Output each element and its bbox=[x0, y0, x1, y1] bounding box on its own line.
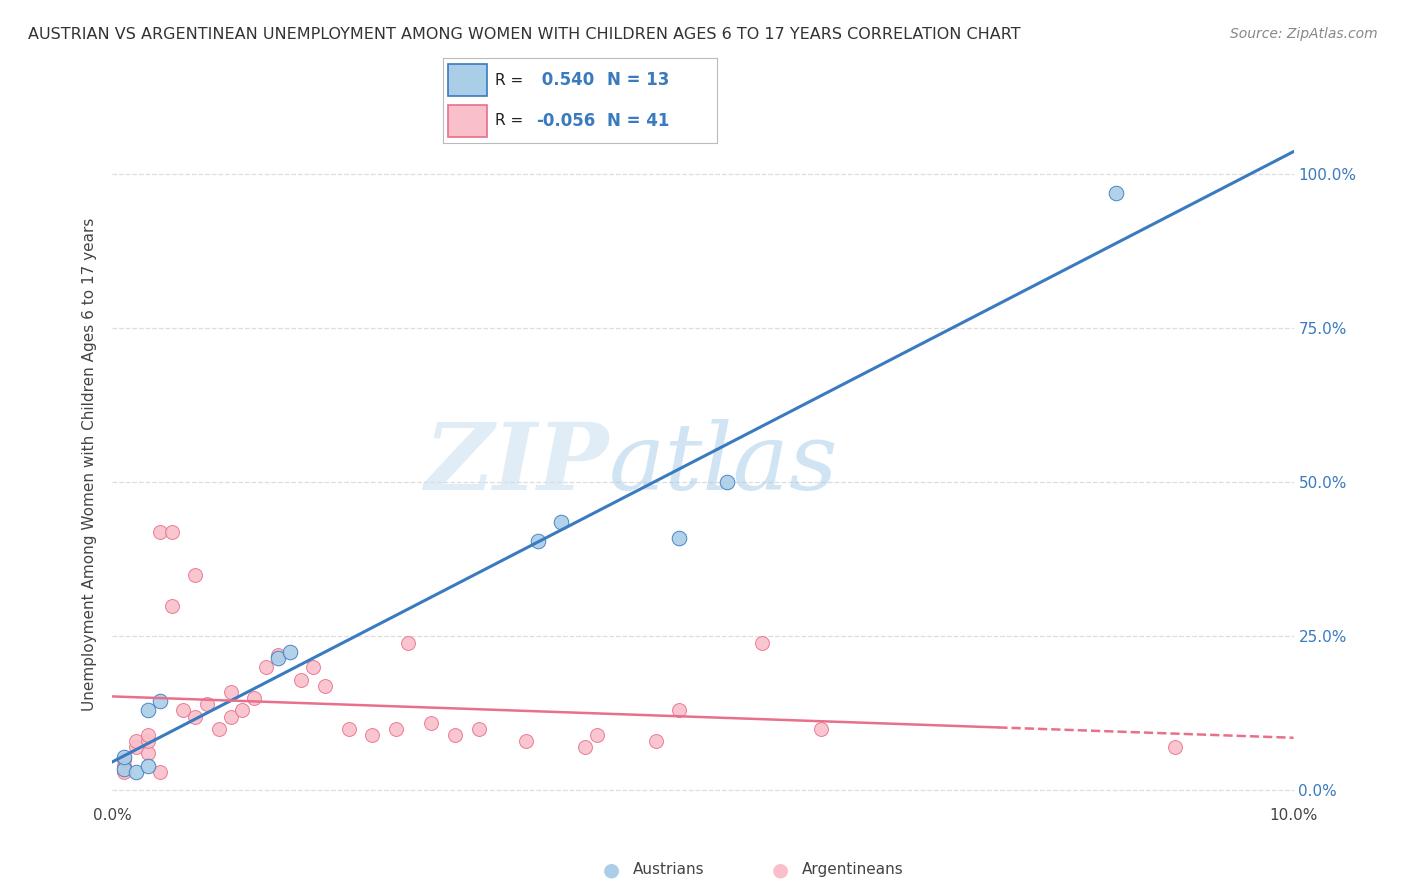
Point bbox=[254, 660, 277, 674]
Point bbox=[160, 599, 183, 613]
Text: R =: R = bbox=[495, 113, 523, 128]
Point bbox=[644, 734, 666, 748]
Point bbox=[278, 645, 301, 659]
Point bbox=[136, 728, 159, 742]
Point bbox=[1164, 740, 1187, 755]
Point bbox=[668, 703, 690, 717]
Point bbox=[136, 747, 159, 761]
Point bbox=[172, 703, 194, 717]
Point bbox=[112, 764, 135, 779]
Point bbox=[810, 722, 832, 736]
Point bbox=[396, 635, 419, 649]
Text: -0.056: -0.056 bbox=[536, 112, 595, 129]
Point bbox=[231, 703, 253, 717]
Point bbox=[526, 533, 548, 548]
Point bbox=[184, 567, 207, 582]
Text: ●: ● bbox=[772, 860, 789, 880]
Point bbox=[1105, 186, 1128, 200]
Point bbox=[668, 531, 690, 545]
Point bbox=[314, 679, 336, 693]
Point bbox=[337, 722, 360, 736]
Text: ●: ● bbox=[603, 860, 620, 880]
Point bbox=[361, 728, 384, 742]
Point bbox=[136, 703, 159, 717]
Point bbox=[243, 691, 266, 706]
Point bbox=[112, 749, 135, 764]
Text: atlas: atlas bbox=[609, 419, 838, 508]
Point bbox=[302, 660, 325, 674]
Point bbox=[290, 673, 312, 687]
Point bbox=[585, 728, 607, 742]
Point bbox=[515, 734, 537, 748]
Text: 0.540: 0.540 bbox=[536, 71, 595, 89]
Point bbox=[385, 722, 408, 736]
Point bbox=[467, 722, 489, 736]
Point bbox=[149, 694, 172, 708]
Bar bbox=[449, 104, 486, 136]
Point bbox=[160, 524, 183, 539]
Point bbox=[219, 685, 242, 699]
Point bbox=[420, 715, 443, 730]
Point bbox=[112, 759, 135, 773]
Point bbox=[149, 764, 172, 779]
Point bbox=[125, 734, 148, 748]
Point bbox=[149, 524, 172, 539]
Text: ZIP: ZIP bbox=[425, 419, 609, 508]
Point bbox=[716, 475, 738, 490]
Point bbox=[195, 697, 218, 711]
Point bbox=[125, 764, 148, 779]
Point bbox=[112, 762, 135, 776]
Text: R =: R = bbox=[495, 72, 523, 87]
Text: N = 41: N = 41 bbox=[607, 112, 669, 129]
Text: Austrians: Austrians bbox=[633, 863, 704, 877]
Y-axis label: Unemployment Among Women with Children Ages 6 to 17 years: Unemployment Among Women with Children A… bbox=[82, 217, 97, 711]
Point bbox=[136, 759, 159, 773]
Point bbox=[267, 651, 290, 665]
Point bbox=[208, 722, 231, 736]
Point bbox=[184, 709, 207, 723]
Point bbox=[219, 709, 242, 723]
Text: Source: ZipAtlas.com: Source: ZipAtlas.com bbox=[1230, 27, 1378, 41]
Point bbox=[125, 740, 148, 755]
Bar bbox=[449, 64, 486, 96]
Point bbox=[112, 753, 135, 767]
Point bbox=[136, 734, 159, 748]
Text: Argentineans: Argentineans bbox=[801, 863, 903, 877]
Point bbox=[267, 648, 290, 662]
Text: N = 13: N = 13 bbox=[607, 71, 669, 89]
Point bbox=[751, 635, 773, 649]
Point bbox=[574, 740, 596, 755]
Point bbox=[444, 728, 467, 742]
Point bbox=[550, 516, 572, 530]
Text: AUSTRIAN VS ARGENTINEAN UNEMPLOYMENT AMONG WOMEN WITH CHILDREN AGES 6 TO 17 YEAR: AUSTRIAN VS ARGENTINEAN UNEMPLOYMENT AMO… bbox=[28, 27, 1021, 42]
